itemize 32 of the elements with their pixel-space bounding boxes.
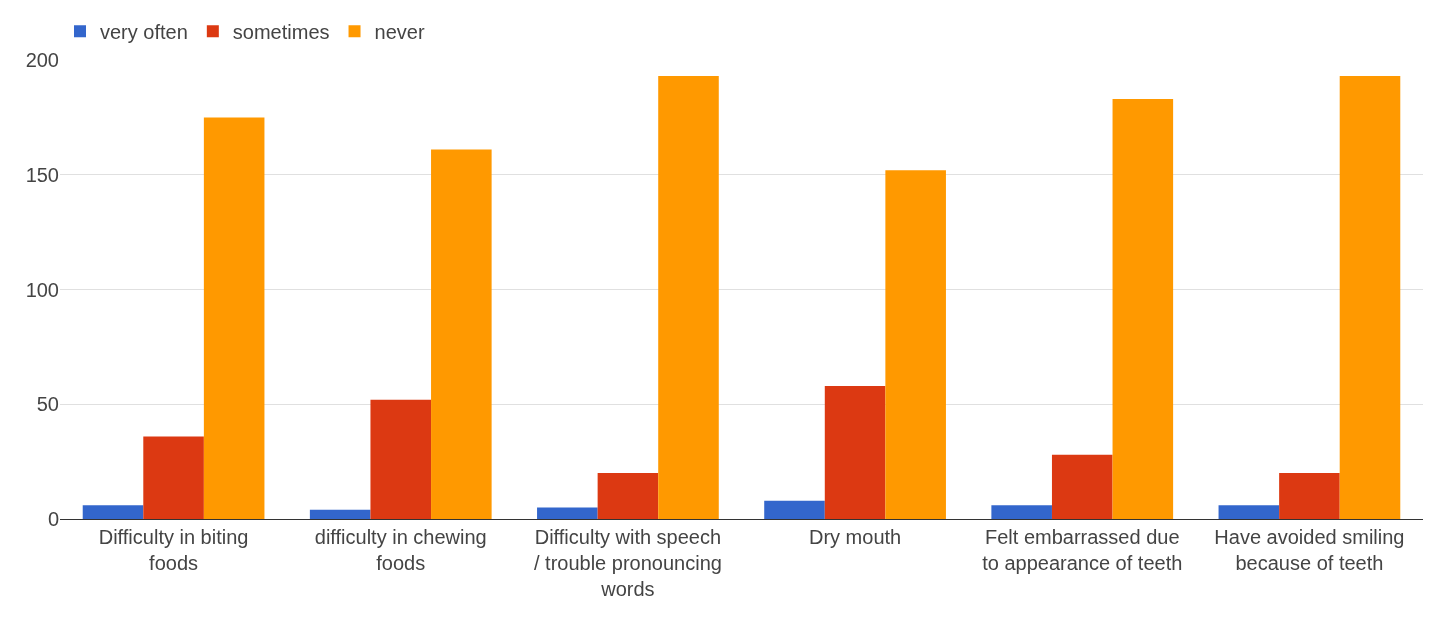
bar	[1218, 505, 1280, 519]
bar	[1112, 99, 1174, 519]
x-tick-label: Have avoided smiling because of teeth	[1214, 526, 1405, 574]
bar	[143, 436, 204, 519]
bar	[824, 385, 886, 519]
bar	[1051, 454, 1113, 519]
legend-label: never	[374, 21, 425, 44]
bar	[537, 507, 598, 519]
bar	[1279, 473, 1340, 519]
y-tick-label: 0	[47, 508, 59, 530]
bar	[82, 505, 144, 519]
x-tick-label: Felt embarrassed due to appearance of teeth	[982, 526, 1183, 574]
bar	[597, 473, 659, 519]
legend-label: sometimes	[232, 21, 330, 44]
y-tick-label: 200	[25, 49, 59, 71]
bar	[370, 399, 432, 519]
x-tick-label: Difficulty with speech / trouble pronouncing words	[533, 526, 722, 600]
bar	[431, 149, 492, 519]
bar	[1339, 76, 1401, 519]
legend-label: very often	[100, 21, 188, 44]
bar	[309, 509, 371, 519]
bar	[203, 117, 265, 519]
x-tick-label: Difficulty in biting foods	[98, 526, 249, 574]
y-tick-label: 150	[25, 163, 59, 186]
bar	[764, 500, 825, 519]
bar	[658, 76, 719, 519]
y-tick-label: 100	[25, 278, 59, 301]
bar	[885, 170, 946, 519]
bar	[991, 505, 1052, 519]
x-tick-label: difficulty in chewing foods	[314, 526, 487, 574]
y-tick-label: 50	[36, 393, 59, 416]
x-tick-label: Dry mouth	[808, 526, 902, 548]
